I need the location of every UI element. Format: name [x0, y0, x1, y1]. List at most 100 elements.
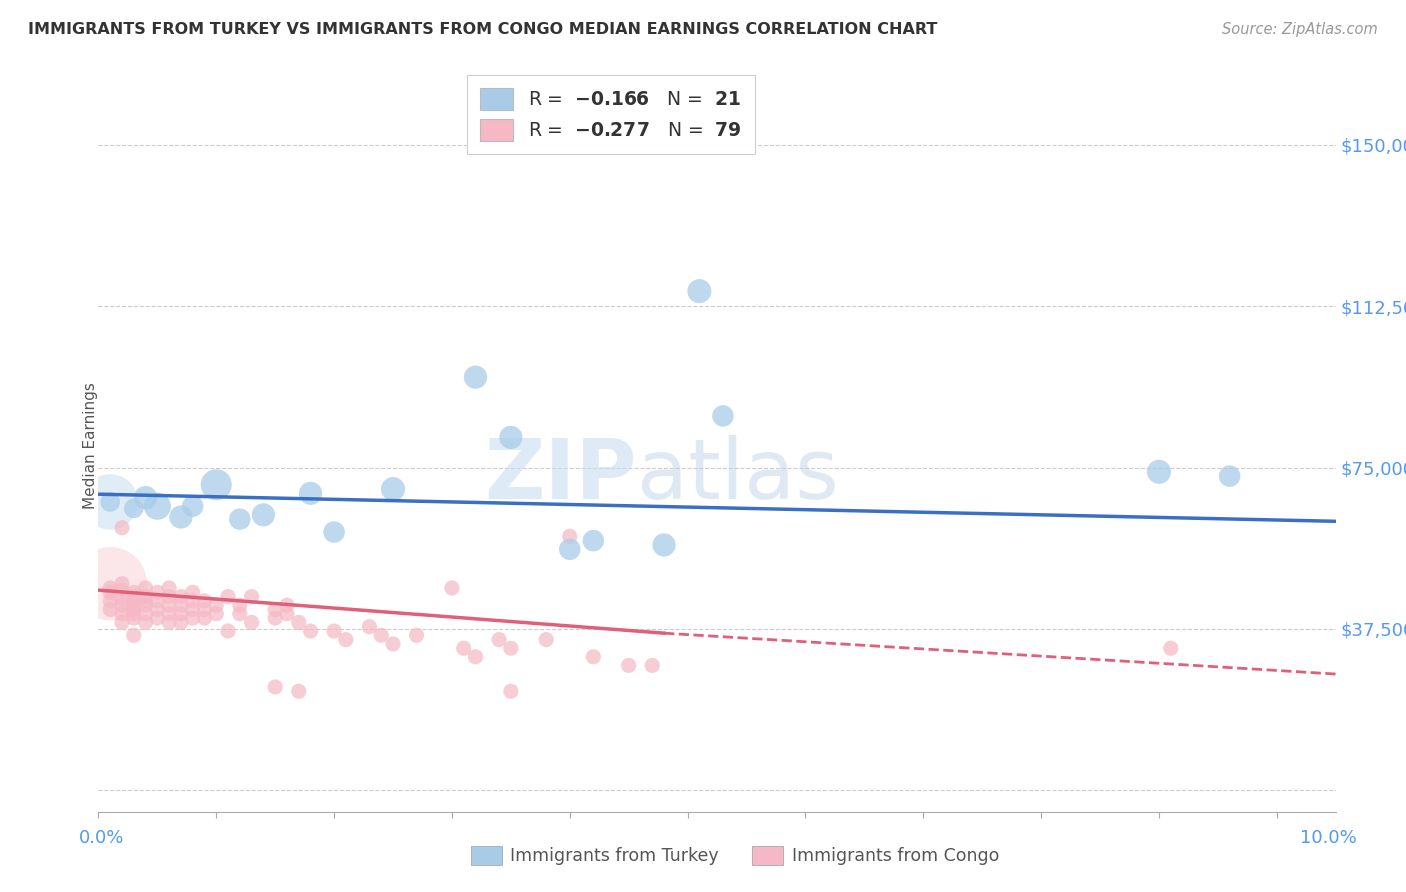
Point	[582, 649, 605, 664]
Point	[170, 590, 193, 604]
Point	[264, 611, 287, 625]
Point	[157, 607, 180, 621]
Point	[264, 680, 287, 694]
Point	[464, 370, 486, 384]
Point	[146, 611, 169, 625]
Point	[499, 430, 522, 444]
Point	[405, 628, 427, 642]
Point	[323, 624, 346, 638]
Point	[122, 594, 145, 608]
Point	[111, 521, 134, 535]
Point	[240, 615, 263, 630]
Point	[157, 598, 180, 612]
Point	[122, 501, 145, 516]
Point	[122, 602, 145, 616]
Point	[135, 615, 157, 630]
Point	[335, 632, 357, 647]
Point	[135, 590, 157, 604]
Point	[276, 598, 298, 612]
Point	[652, 538, 675, 552]
Point	[122, 598, 145, 612]
Point	[98, 495, 121, 509]
Point	[558, 529, 581, 543]
Point	[382, 637, 405, 651]
Point	[146, 585, 169, 599]
Point	[240, 590, 263, 604]
Point	[98, 585, 121, 599]
Point	[299, 486, 322, 500]
Point	[146, 602, 169, 616]
Point	[170, 598, 193, 612]
Point	[146, 500, 169, 514]
Point	[135, 581, 157, 595]
Point	[111, 615, 134, 630]
Point	[229, 512, 252, 526]
Point	[1160, 641, 1182, 656]
Point	[181, 500, 204, 514]
Point	[111, 591, 134, 606]
Point	[135, 598, 157, 612]
Point	[111, 607, 134, 621]
Point	[217, 590, 239, 604]
Point	[464, 649, 486, 664]
Point	[499, 684, 522, 698]
Point	[98, 602, 121, 616]
Point	[146, 594, 169, 608]
Point	[287, 615, 309, 630]
Point	[170, 615, 193, 630]
Text: Immigrants from Turkey: Immigrants from Turkey	[510, 847, 718, 865]
Point	[111, 576, 134, 591]
Point	[440, 581, 463, 595]
Text: ZIP: ZIP	[484, 434, 637, 516]
Point	[688, 284, 710, 298]
Point	[488, 632, 510, 647]
Point	[499, 641, 522, 656]
Point	[181, 585, 204, 599]
Point	[641, 658, 664, 673]
Point	[229, 607, 252, 621]
Point	[229, 598, 252, 612]
Point	[98, 576, 121, 591]
Point	[111, 583, 134, 598]
Point	[205, 607, 228, 621]
Point	[193, 602, 215, 616]
Point	[276, 607, 298, 621]
Point	[299, 624, 322, 638]
Point	[711, 409, 734, 423]
Text: IMMIGRANTS FROM TURKEY VS IMMIGRANTS FROM CONGO MEDIAN EARNINGS CORRELATION CHAR: IMMIGRANTS FROM TURKEY VS IMMIGRANTS FRO…	[28, 22, 938, 37]
Point	[135, 594, 157, 608]
Point	[193, 611, 215, 625]
Point	[370, 628, 392, 642]
Point	[98, 594, 121, 608]
Point	[193, 594, 215, 608]
Point	[323, 524, 346, 539]
Text: atlas: atlas	[637, 434, 838, 516]
Point	[534, 632, 557, 647]
Legend: R =  $\bf{-0.166}$   N =  $\bf{21}$, R =  $\bf{-0.277}$   N =  $\bf{79}$: R = $\bf{-0.166}$ N = $\bf{21}$, R = $\b…	[467, 75, 755, 154]
Point	[98, 495, 121, 509]
Point	[122, 585, 145, 599]
Point	[111, 598, 134, 612]
Point	[1147, 465, 1170, 479]
Point	[582, 533, 605, 548]
Point	[122, 607, 145, 621]
Point	[453, 641, 475, 656]
Point	[181, 602, 204, 616]
Point	[382, 482, 405, 496]
Point	[217, 624, 239, 638]
Text: Immigrants from Congo: Immigrants from Congo	[792, 847, 998, 865]
Point	[205, 598, 228, 612]
Point	[122, 611, 145, 625]
Point	[157, 615, 180, 630]
Point	[264, 602, 287, 616]
Point	[135, 491, 157, 505]
Point	[558, 542, 581, 557]
Text: 0.0%: 0.0%	[79, 829, 124, 847]
Point	[170, 510, 193, 524]
Point	[170, 607, 193, 621]
Point	[157, 590, 180, 604]
Point	[181, 611, 204, 625]
Point	[122, 590, 145, 604]
Point	[122, 628, 145, 642]
Point	[205, 477, 228, 491]
